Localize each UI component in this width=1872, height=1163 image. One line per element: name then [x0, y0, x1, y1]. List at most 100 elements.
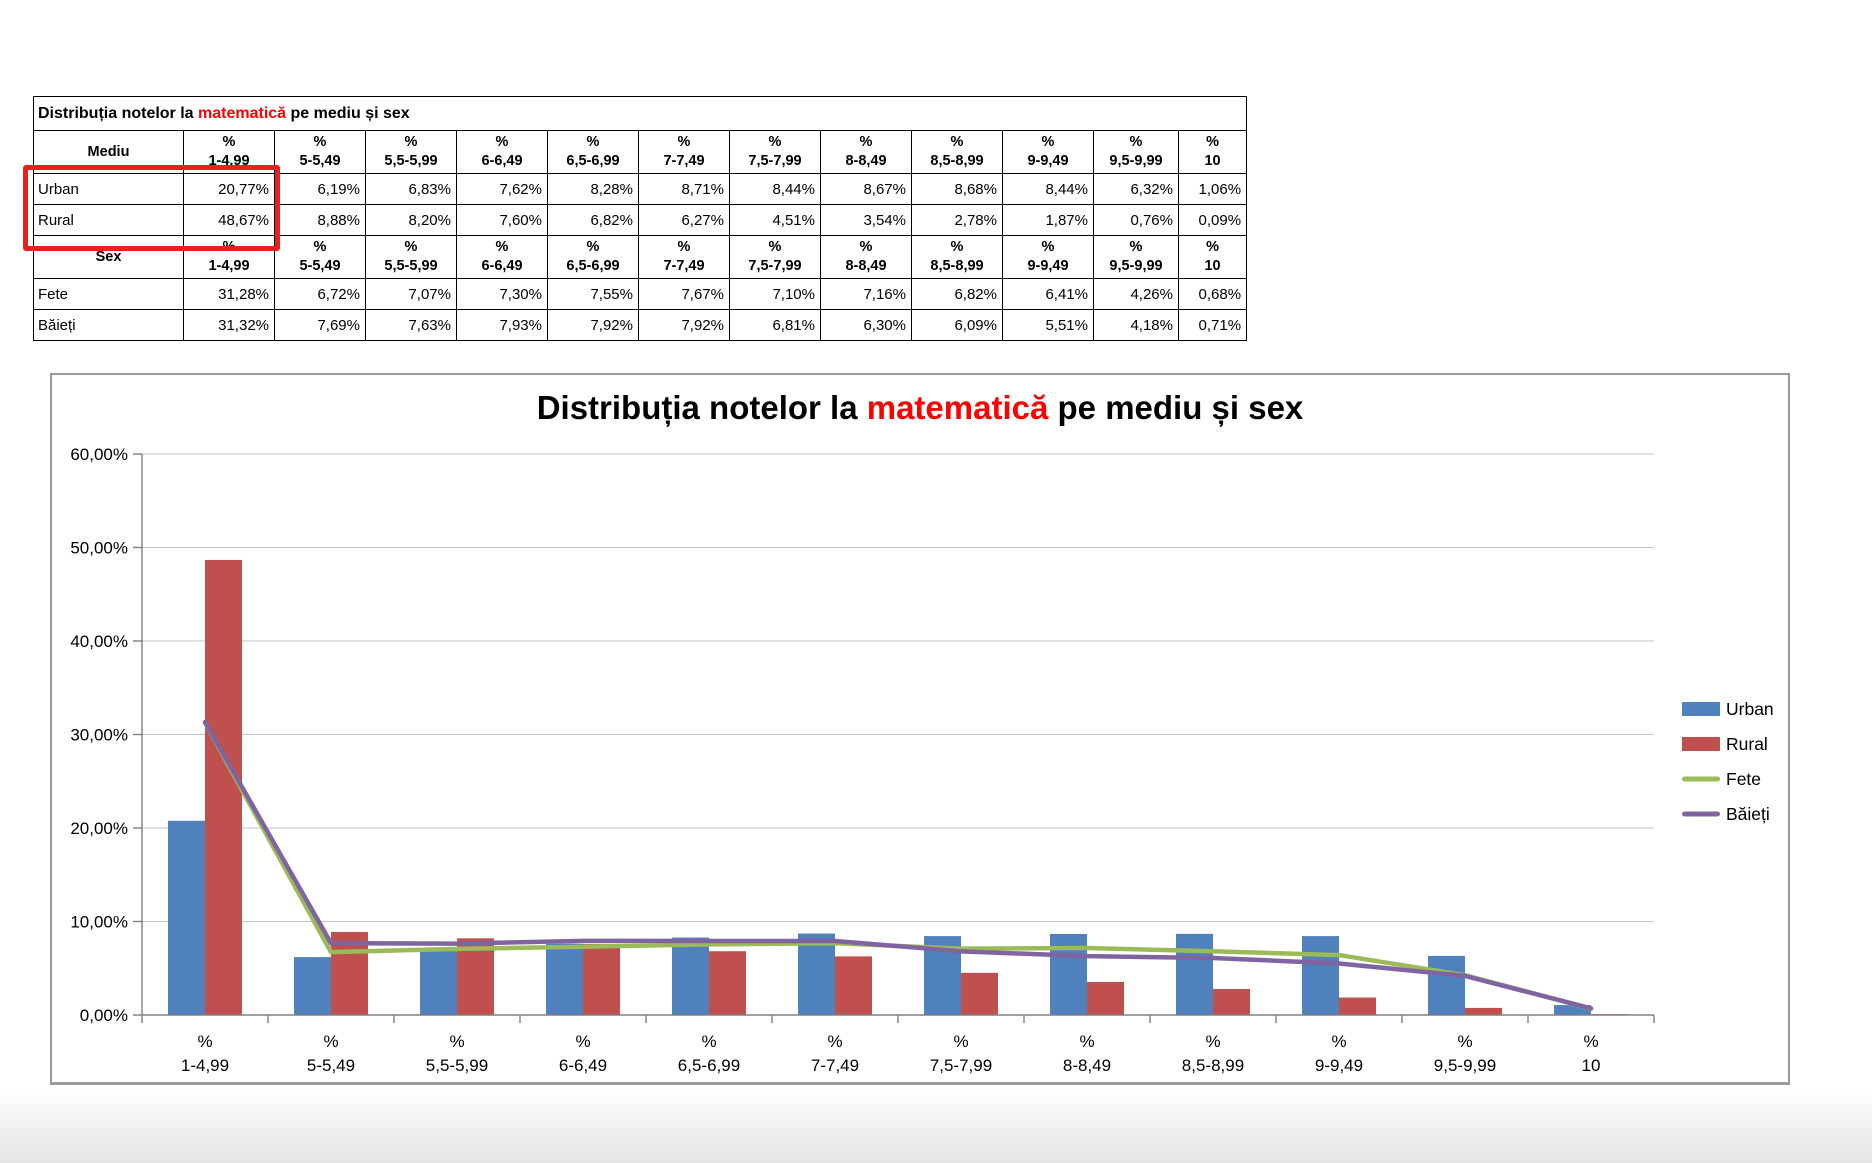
col-header-6-6,49: % 6-6,49	[456, 130, 548, 174]
cell-urban-8-8,49: 8,67%	[820, 173, 912, 205]
cell-urban-9-9,49: 8,44%	[1002, 173, 1094, 205]
cell-băieți-8-8,49: 6,30%	[820, 309, 912, 341]
cell-rural-6-6,49: 7,60%	[456, 204, 548, 236]
cell-urban-5-5,49: 6,19%	[274, 173, 366, 205]
cell-fete-5-5,49: 6,72%	[274, 278, 366, 310]
cell-urban-9,5-9,99: 6,32%	[1093, 173, 1179, 205]
cell-rural-10: 0,09%	[1177, 204, 1248, 236]
x-label-percent-6,5-6,99: %	[701, 1032, 716, 1051]
table-title-post: pe mediu și sex	[286, 104, 410, 122]
chart-title: Distribuția notelor la matematică pe med…	[52, 389, 1788, 427]
table-row-rural: Rural 48,67% 8,88% 8,20% 7,60% 6,82% 6,27% 4,51…	[33, 204, 1248, 236]
cell-rural-8,5-8,99: 2,78%	[911, 204, 1003, 236]
col-header-7-7,49: % 7-7,49	[638, 130, 730, 174]
bar-urban-7-7,49	[798, 933, 835, 1015]
x-label-percent-5-5,49: %	[323, 1032, 338, 1051]
grades-table-grid: Distribuția notelor la matematică pe med…	[32, 96, 1248, 341]
cell-rural-8-8,49: 3,54%	[820, 204, 912, 236]
cell-rural-7,5-7,99: 4,51%	[729, 204, 821, 236]
cell-băieți-5,5-5,99: 7,63%	[365, 309, 457, 341]
col-header-9-9,49: % 9-9,49	[1002, 130, 1094, 174]
chart-title-pre: Distribuția notelor la	[536, 389, 867, 426]
cell-rural-1-4,99: 48,67%	[183, 204, 275, 236]
y-tick-label-40,00%: 40,00%	[70, 632, 128, 651]
cell-rural-7-7,49: 6,27%	[638, 204, 730, 236]
x-label-range-9-9,49: 9-9,49	[1315, 1056, 1363, 1075]
x-label-range-1-4,99: 1-4,99	[181, 1056, 229, 1075]
section-header-mediu: Mediu	[33, 130, 184, 174]
x-label-range-5,5-5,99: 5,5-5,99	[426, 1056, 488, 1075]
y-tick-label-50,00%: 50,00%	[70, 539, 128, 558]
x-label-percent-8-8,49: %	[1079, 1032, 1094, 1051]
bar-rural-9-9,49	[1339, 997, 1376, 1015]
cell-fete-6,5-6,99: 7,55%	[547, 278, 639, 310]
cell-rural-6,5-6,99: 6,82%	[547, 204, 639, 236]
x-label-range-8,5-8,99: 8,5-8,99	[1182, 1056, 1244, 1075]
bar-urban-1-4,99	[168, 820, 205, 1015]
col-header-7-7,49: % 7-7,49	[638, 235, 730, 279]
col-header-8,5-8,99: % 8,5-8,99	[911, 235, 1003, 279]
bar-urban-8,5-8,99	[1176, 933, 1213, 1015]
cell-urban-5,5-5,99: 6,83%	[365, 173, 457, 205]
bar-rural-5-5,49	[331, 931, 368, 1015]
bar-rural-5,5-5,99	[457, 938, 494, 1015]
x-label-percent-1-4,99: %	[197, 1032, 212, 1051]
chart: Distribuția notelor la matematică pe med…	[50, 373, 1790, 1085]
legend-label-rural: Rural	[1726, 734, 1768, 754]
x-label-range-10: 10	[1582, 1056, 1601, 1075]
x-label-range-7-7,49: 7-7,49	[811, 1056, 859, 1075]
cell-rural-9,5-9,99: 0,76%	[1093, 204, 1179, 236]
bar-urban-10	[1554, 1005, 1591, 1015]
bar-rural-7,5-7,99	[961, 972, 998, 1015]
bar-rural-1-4,99	[205, 559, 242, 1015]
x-label-percent-5,5-5,99: %	[449, 1032, 464, 1051]
col-header-10: % 10	[1177, 235, 1248, 279]
col-header-7,5-7,99: % 7,5-7,99	[729, 130, 821, 174]
legend-swatch-fete	[1682, 776, 1720, 782]
row-label-rural: Rural	[33, 204, 184, 236]
cell-rural-5,5-5,99: 8,20%	[365, 204, 457, 236]
col-header-6-6,49: % 6-6,49	[456, 235, 548, 279]
line-băieți	[202, 719, 1594, 1011]
bar-urban-6,5-6,99	[672, 937, 709, 1015]
x-label-percent-9,5-9,99: %	[1457, 1032, 1472, 1051]
y-tick-label-20,00%: 20,00%	[70, 819, 128, 838]
table-row-fete: Fete 31,28% 6,72% 7,07% 7,30% 7,55% 7,67% 7,10%…	[33, 278, 1248, 310]
row-label-băieți: Băieți	[33, 309, 184, 341]
bar-rural-8-8,49	[1087, 981, 1124, 1015]
x-label-percent-7-7,49: %	[827, 1032, 842, 1051]
table-title-pre: Distribuția notelor la	[38, 104, 199, 122]
chart-title-highlight: matematică	[866, 389, 1049, 426]
legend-label-băieți: Băieți	[1726, 804, 1770, 824]
x-label-range-9,5-9,99: 9,5-9,99	[1434, 1056, 1496, 1075]
cell-rural-9-9,49: 1,87%	[1002, 204, 1094, 236]
chart-canvas: 0,00% 10,00% 20,00% 30,00% 40,00% 50,00% 60,00…	[70, 445, 1773, 1075]
section-header-sex: Sex	[33, 235, 184, 279]
cell-băieți-6,5-6,99: 7,92%	[547, 309, 639, 341]
legend-swatch-urban	[1682, 702, 1720, 716]
col-header-9,5-9,99: % 9,5-9,99	[1093, 130, 1179, 174]
col-header-1-4,99: % 1-4,99	[183, 130, 275, 174]
cell-urban-7,5-7,99: 8,44%	[729, 173, 821, 205]
background-gradient	[0, 1089, 1872, 1163]
header-row-sex: Sex% 1-4,99% 5-5,49% 5,5-5,99% 6-6,49% 6,5-6,…	[33, 235, 1248, 279]
bar-urban-6-6,49	[546, 943, 583, 1015]
bar-rural-8,5-8,99	[1213, 989, 1250, 1015]
cell-fete-9,5-9,99: 4,26%	[1093, 278, 1179, 310]
table-row-urban: Urban 20,77% 6,19% 6,83% 7,62% 8,28% 8,71% 8,44…	[33, 173, 1248, 205]
col-header-8-8,49: % 8-8,49	[820, 130, 912, 174]
cell-urban-7-7,49: 8,71%	[638, 173, 730, 205]
header-row-mediu: Mediu% 1-4,99% 5-5,49% 5,5-5,99% 6-6,49% 6,5-…	[33, 130, 1248, 174]
bar-urban-9-9,49	[1302, 936, 1339, 1015]
cell-fete-1-4,99: 31,28%	[183, 278, 275, 310]
col-header-7,5-7,99: % 7,5-7,99	[729, 235, 821, 279]
y-tick-label-10,00%: 10,00%	[70, 913, 128, 932]
y-tick-label-60,00%: 60,00%	[70, 445, 128, 464]
col-header-5,5-5,99: % 5,5-5,99	[365, 235, 457, 279]
legend-label-fete: Fete	[1726, 769, 1761, 789]
cell-băieți-9-9,49: 5,51%	[1002, 309, 1094, 341]
cell-băieți-10: 0,71%	[1177, 309, 1248, 341]
row-label-urban: Urban	[33, 173, 184, 205]
chart-title-post: pe mediu și sex	[1048, 389, 1304, 426]
